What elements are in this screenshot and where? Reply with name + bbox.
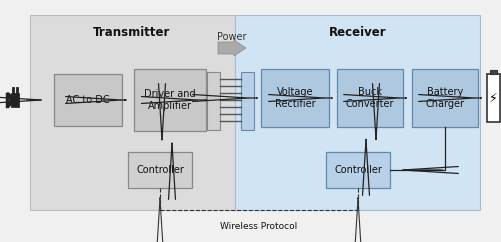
Text: AC to DC: AC to DC: [66, 95, 110, 105]
Text: Power: Power: [217, 32, 246, 42]
Bar: [489, 70, 496, 74]
Text: Buck
Converter: Buck Converter: [345, 87, 393, 109]
Bar: [234, 15, 479, 210]
Text: ⚡: ⚡: [488, 91, 497, 105]
Text: Voltage
Rectifier: Voltage Rectifier: [274, 87, 315, 109]
Text: Controller: Controller: [136, 165, 183, 175]
Bar: [134, 69, 205, 131]
Bar: [325, 152, 389, 188]
Bar: [206, 72, 219, 130]
Bar: [11, 93, 19, 107]
Bar: [128, 152, 191, 188]
Bar: [261, 69, 328, 127]
Text: Wireless Protocol: Wireless Protocol: [220, 222, 297, 231]
Text: Controller: Controller: [333, 165, 381, 175]
Bar: [411, 69, 477, 127]
Bar: [30, 15, 234, 210]
Text: Battery
Charger: Battery Charger: [425, 87, 463, 109]
Text: Driver and
Amplifier: Driver and Amplifier: [144, 89, 195, 111]
Bar: [486, 74, 499, 122]
Bar: [54, 74, 122, 126]
FancyArrow shape: [217, 40, 245, 56]
Bar: [240, 72, 254, 130]
Bar: [336, 69, 402, 127]
Text: Transmitter: Transmitter: [93, 26, 170, 39]
Text: Receiver: Receiver: [329, 26, 386, 39]
